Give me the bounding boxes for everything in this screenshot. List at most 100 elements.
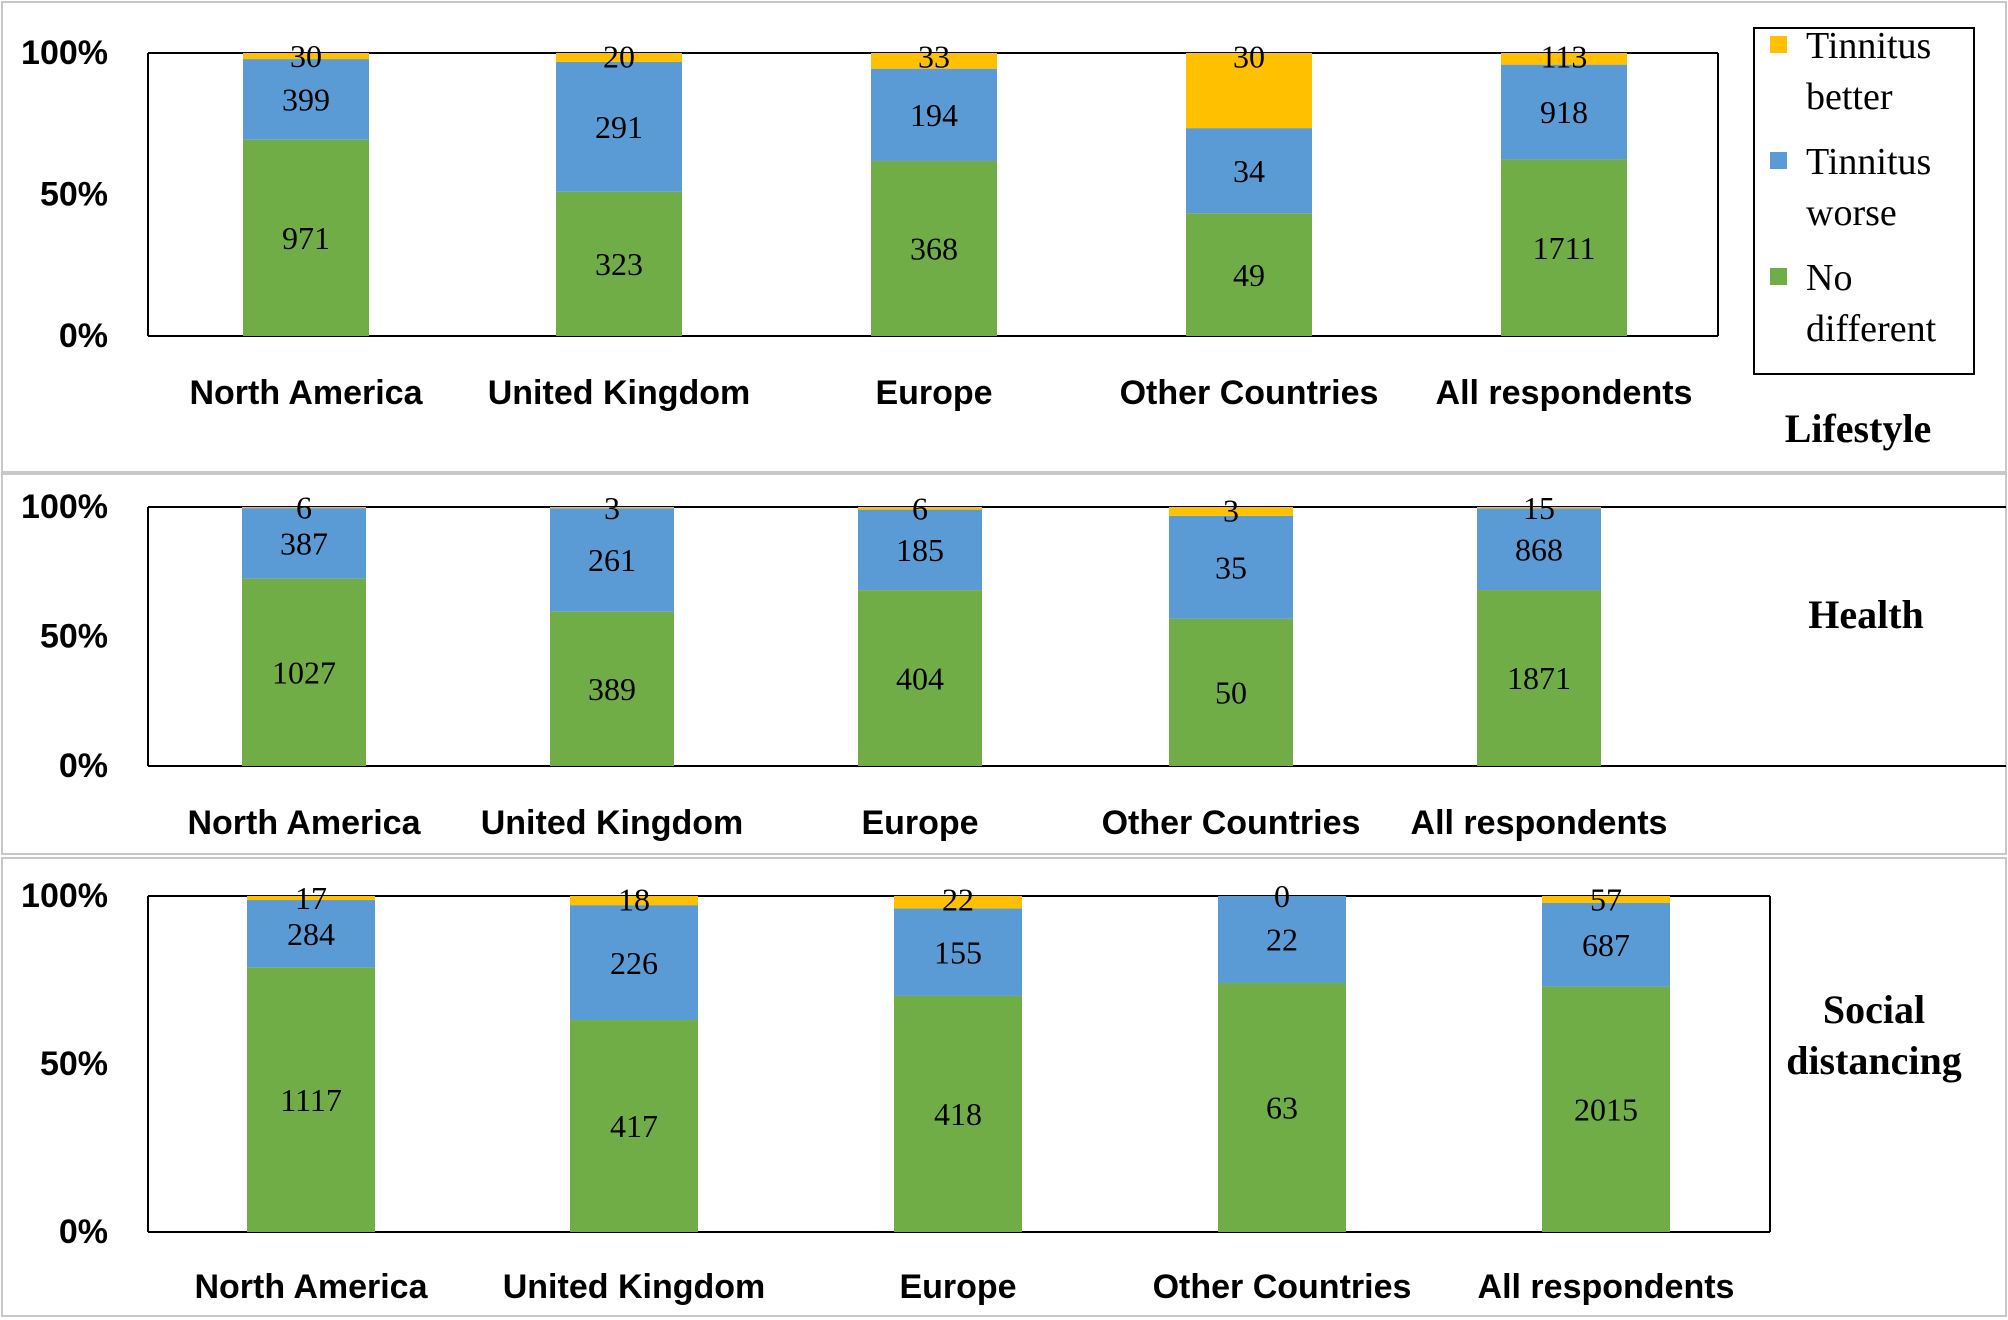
data-label: 63 <box>1266 1090 1298 1126</box>
data-label: 417 <box>610 1108 658 1144</box>
data-label: 30 <box>1233 38 1265 74</box>
data-label: 1871 <box>1507 660 1571 696</box>
bar-segment-worse <box>1477 508 1601 591</box>
bar-segment-worse <box>247 900 375 968</box>
data-label: 971 <box>282 220 330 256</box>
data-label: 387 <box>280 526 328 562</box>
bar-segment-worse <box>570 905 698 1021</box>
data-label: 0 <box>1274 878 1290 914</box>
bar-segment-no-different <box>1218 982 1346 1232</box>
bar-segment-no-different <box>242 578 366 766</box>
legend-swatch-worse <box>1770 152 1787 169</box>
y-tick-label: 50% <box>40 1045 108 1083</box>
data-label: 1027 <box>272 655 336 691</box>
data-label: 33 <box>918 38 950 74</box>
panel-border <box>1 1 2007 473</box>
data-label: 6 <box>296 490 312 526</box>
data-label: 418 <box>934 1096 982 1132</box>
legend-box <box>1753 27 1975 375</box>
data-label: 20 <box>603 38 635 74</box>
category-label: All respondents <box>1411 804 1668 842</box>
bar-segment-worse <box>1169 515 1293 619</box>
bar-segment-no-different <box>550 611 674 766</box>
bar-segment-no-different <box>858 590 982 766</box>
bar-segment-worse <box>858 509 982 591</box>
bar-segment-worse <box>550 508 674 612</box>
bar-segment-better <box>243 53 369 60</box>
data-label: 368 <box>910 231 958 267</box>
legend-swatch-better <box>1770 36 1787 53</box>
category-label: North America <box>187 804 421 842</box>
bar-segment-better <box>1477 507 1601 509</box>
panel-border <box>1 473 2007 855</box>
category-label: North America <box>194 1268 428 1306</box>
data-label: 3 <box>1223 492 1239 528</box>
bar-segment-worse <box>243 59 369 140</box>
data-label: 3 <box>604 490 620 526</box>
y-tick-label: 0% <box>59 747 108 785</box>
legend-label: Tinnitus <box>1806 141 1931 183</box>
legend-swatch-no-different <box>1770 268 1787 285</box>
category-label: All respondents <box>1436 374 1693 412</box>
category-label: United Kingdom <box>488 374 751 412</box>
bar-segment-no-different <box>570 1020 698 1232</box>
category-label: Other Countries <box>1102 804 1361 842</box>
data-label: 30 <box>290 38 322 74</box>
data-label: 1117 <box>280 1082 342 1118</box>
data-label: 155 <box>934 934 982 970</box>
bar-segment-no-different <box>1542 986 1670 1232</box>
data-label: 57 <box>1590 881 1622 917</box>
data-label: 226 <box>610 945 658 981</box>
bar-segment-better <box>556 53 682 62</box>
data-label: 18 <box>618 881 650 917</box>
data-label: 113 <box>1541 38 1588 74</box>
bar-segment-worse <box>1542 902 1670 987</box>
panel-label: Health <box>1808 592 1924 637</box>
legend-label: Tinnitus <box>1806 25 1931 67</box>
data-label: 49 <box>1233 257 1265 293</box>
y-tick-label: 100% <box>21 877 108 915</box>
bar-segment-worse <box>871 68 997 161</box>
bar-segment-better <box>1501 53 1627 65</box>
legend-label: No <box>1806 257 1852 299</box>
category-label: Europe <box>861 804 978 842</box>
bar-segment-no-different <box>1501 159 1627 336</box>
bar-segment-better <box>550 507 674 509</box>
data-label: 50 <box>1215 675 1247 711</box>
y-tick-label: 100% <box>21 34 108 72</box>
data-label: 284 <box>287 916 335 952</box>
panel-border <box>1 857 2007 1317</box>
bar-segment-better <box>570 896 698 906</box>
category-label: All respondents <box>1478 1268 1735 1306</box>
bar-segment-no-different <box>1169 618 1293 766</box>
bar-segment-no-different <box>1186 213 1312 336</box>
data-label: 404 <box>896 660 944 696</box>
data-label: 22 <box>1266 922 1298 958</box>
panel-label: distancing <box>1786 1038 1962 1083</box>
bar-segment-better <box>1169 507 1293 516</box>
legend: Tinnitus better Tinnitus worse No different <box>1753 25 1975 375</box>
data-label: 1711 <box>1533 230 1596 266</box>
bar-segment-better <box>242 507 366 509</box>
data-label: 687 <box>1582 927 1630 963</box>
bar-segment-better <box>1186 53 1312 129</box>
legend-label: worse <box>1806 192 1897 234</box>
data-label: 868 <box>1515 531 1563 567</box>
bar-segment-no-different <box>556 191 682 336</box>
data-label: 389 <box>588 671 636 707</box>
data-label: 399 <box>282 82 330 118</box>
y-tick-label: 50% <box>40 176 108 214</box>
bar-segment-worse <box>242 508 366 579</box>
data-label: 35 <box>1215 550 1247 586</box>
data-label: 261 <box>588 542 636 578</box>
data-label: 323 <box>595 246 643 282</box>
bar-segment-worse <box>1501 64 1627 160</box>
bar-segment-better <box>1542 896 1670 903</box>
category-label: Other Countries <box>1120 374 1379 412</box>
bar-segment-no-different <box>1477 590 1601 766</box>
bar-segment-worse <box>556 61 682 192</box>
y-tick-label: 100% <box>21 488 108 526</box>
